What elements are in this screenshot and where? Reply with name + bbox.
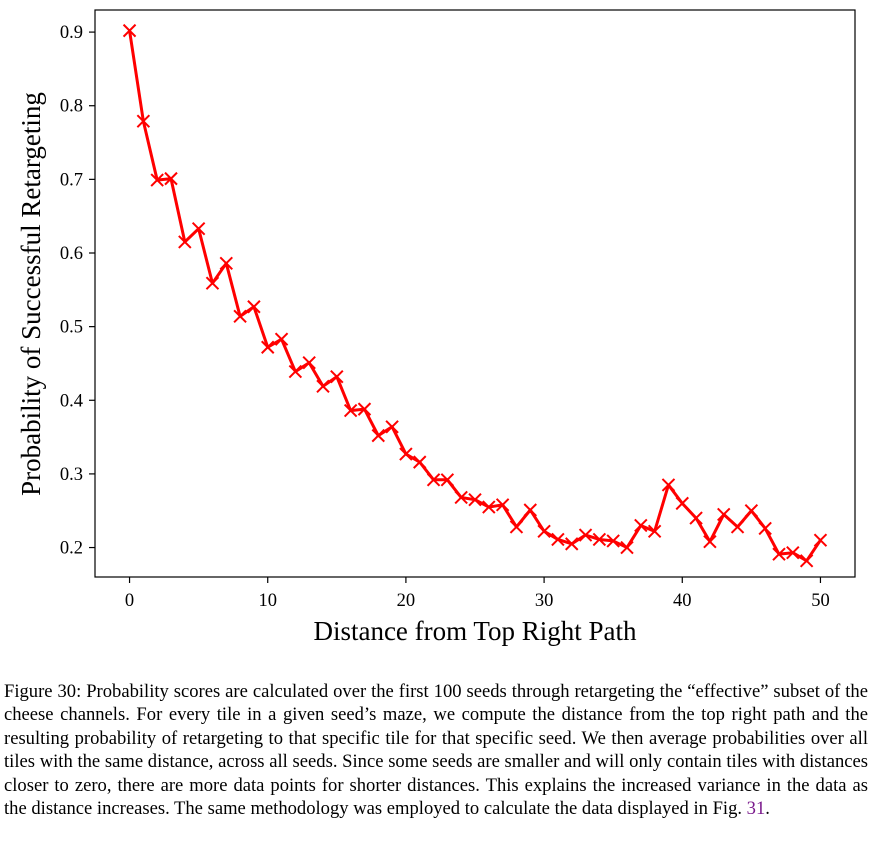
- data-point-marker: [551, 532, 565, 547]
- data-point-marker: [813, 533, 828, 547]
- figure-caption: Figure 30: Probability scores are calcul…: [4, 680, 868, 820]
- y-tick-label: 0.6: [60, 244, 83, 264]
- data-point-marker: [468, 492, 482, 507]
- y-tick-label: 0.9: [60, 23, 83, 43]
- data-point-marker: [371, 428, 385, 443]
- data-point-marker: [509, 520, 524, 534]
- data-point-marker: [205, 276, 220, 290]
- y-tick-label: 0.5: [60, 318, 83, 338]
- data-point-marker: [537, 524, 551, 539]
- y-tick-label: 0.2: [60, 539, 83, 559]
- data-point-marker: [675, 496, 689, 511]
- x-tick-label: 10: [258, 591, 277, 611]
- data-point-marker: [606, 534, 620, 548]
- x-tick-label: 0: [125, 591, 134, 611]
- data-point-marker: [150, 173, 164, 187]
- y-tick-label: 0.4: [60, 391, 83, 411]
- y-axis-label: Probability of Successful Retargeting: [16, 92, 46, 496]
- data-point-marker: [786, 545, 800, 560]
- x-tick-label: 20: [397, 591, 416, 611]
- data-point-marker: [261, 340, 275, 354]
- data-point-marker: [495, 498, 510, 512]
- data-point-marker: [178, 235, 192, 249]
- data-point-marker: [689, 511, 703, 525]
- data-point-marker: [717, 507, 731, 522]
- series-line: [128, 29, 822, 563]
- data-point-marker: [647, 524, 662, 539]
- plot-area-frame: [94, 9, 856, 578]
- data-point-marker: [578, 528, 593, 542]
- y-tick-label: 0.7: [60, 170, 83, 190]
- data-point-marker: [565, 537, 579, 551]
- caption-label: Figure 30:: [4, 681, 82, 702]
- x-tick-label: 40: [673, 591, 692, 611]
- data-point-marker: [233, 309, 247, 324]
- data-point-marker: [661, 478, 676, 492]
- figure-reference-link[interactable]: 31: [746, 798, 766, 820]
- data-point-marker: [426, 473, 441, 487]
- data-point-marker: [316, 379, 330, 393]
- data-point-marker: [482, 500, 496, 514]
- data-point-marker: [454, 490, 468, 505]
- data-point-marker: [772, 547, 786, 561]
- y-tick-label: 0.8: [60, 97, 83, 117]
- data-point-marker: [247, 300, 261, 314]
- caption-end: .: [765, 798, 770, 820]
- data-point-marker: [191, 221, 206, 236]
- data-point-marker: [330, 370, 344, 384]
- data-point-marker: [730, 520, 745, 534]
- y-tick-label: 0.3: [60, 465, 83, 485]
- data-point-marker: [302, 356, 316, 370]
- data-point-marker: [385, 420, 399, 434]
- data-point-marker: [620, 540, 634, 555]
- line-chart: 0.2 0.3 0.4 0.5 0.6 0.7 0.8 0.9 0 10 20 30 40 50 Dis…: [16, 9, 856, 646]
- caption-text: Probability scores are calculated over t…: [4, 681, 868, 820]
- data-point-marker: [744, 504, 759, 518]
- data-point-marker: [592, 532, 607, 547]
- data-point-marker: [523, 503, 537, 517]
- data-point-marker: [413, 455, 427, 469]
- x-tick-label: 50: [811, 591, 830, 611]
- x-tick-label: 30: [535, 591, 554, 611]
- data-point-marker: [357, 402, 372, 416]
- data-point-marker: [274, 332, 289, 346]
- data-point-marker: [164, 171, 178, 186]
- data-point-marker: [343, 403, 358, 418]
- data-point-marker: [758, 521, 772, 536]
- data-point-marker: [136, 114, 151, 128]
- data-markers: [122, 23, 828, 568]
- y-axis-ticks: 0.2 0.3 0.4 0.5 0.6 0.7 0.8 0.9: [60, 23, 95, 559]
- data-point-marker: [703, 534, 717, 549]
- x-axis-ticks: 0 10 20 30 40 50: [125, 577, 830, 611]
- x-axis-label: Distance from Top Right Path: [313, 616, 637, 646]
- data-point-marker: [122, 23, 137, 38]
- data-point-marker: [288, 364, 303, 379]
- data-point-marker: [799, 554, 814, 568]
- data-point-marker: [440, 473, 455, 487]
- data-point-marker: [634, 518, 648, 533]
- data-point-marker: [399, 447, 413, 461]
- data-point-marker: [219, 256, 233, 271]
